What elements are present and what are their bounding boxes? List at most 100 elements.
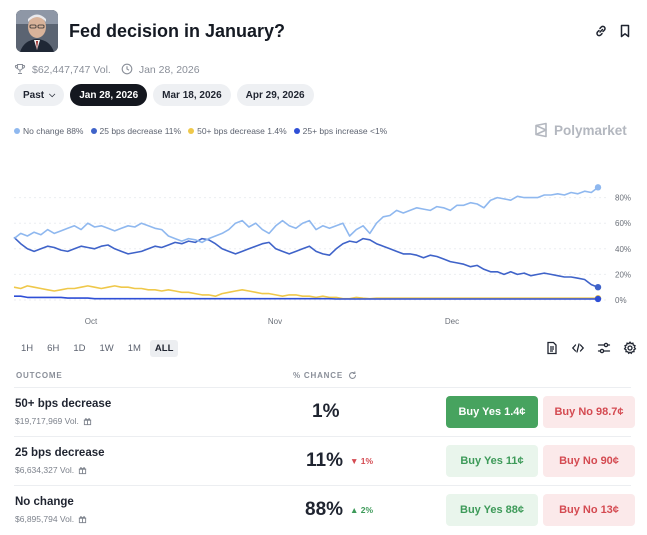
buy-no-price: 98.7¢ — [595, 406, 624, 418]
outcome-volume: $6,895,794 Vol. — [15, 514, 87, 524]
document-icon[interactable] — [545, 341, 559, 355]
outcome-chance: 11% — [306, 450, 343, 471]
chance-change-down: ▼ 1% — [350, 456, 373, 466]
code-icon[interactable] — [571, 341, 585, 355]
chance-change-value: 2% — [360, 505, 374, 515]
time-range-selector: 1H 6H 1D 1W 1M ALL — [16, 340, 179, 357]
buy-no-label: Buy No — [559, 455, 598, 467]
date-pill[interactable]: Jan 28, 2026 — [70, 84, 148, 106]
chance-change-value: 1% — [360, 456, 374, 466]
series-line-50-bps-decrease — [13, 285, 598, 300]
outcome-volume-text: $6,634,327 Vol. — [15, 465, 75, 475]
market-end-date: Jan 28, 2026 — [138, 64, 200, 76]
outcome-chance: 1% — [312, 401, 340, 422]
series-line-no-change — [13, 186, 599, 244]
range-1m[interactable]: 1M — [127, 343, 141, 354]
buy-no-price: 90¢ — [600, 455, 619, 467]
legend-label: No change 88% — [23, 126, 84, 136]
chevron-down-icon: ⌵ — [49, 90, 56, 99]
series-line-25-bps-decrease — [13, 236, 599, 288]
date-pill[interactable]: Apr 29, 2026 — [236, 84, 314, 106]
y-tick-label: 60% — [615, 219, 631, 228]
gift-icon — [78, 515, 87, 523]
past-dropdown[interactable]: Past ⌵ — [14, 84, 65, 106]
range-1h[interactable]: 1H — [21, 343, 34, 354]
buy-no-button[interactable]: Buy No 98.7¢ — [543, 396, 635, 428]
outcome-column-header: OUTCOME — [16, 371, 63, 380]
buy-no-button[interactable]: Buy No 13¢ — [543, 494, 635, 526]
link-icon[interactable] — [593, 23, 609, 39]
outcome-name: 50+ bps decrease — [15, 398, 112, 410]
clock-icon — [121, 63, 139, 78]
legend-label: 25+ bps increase <1% — [302, 126, 388, 136]
market-title: Fed decision in January? — [69, 21, 286, 41]
outcome-name: No change — [15, 496, 74, 508]
x-tick-label: Nov — [268, 317, 282, 326]
settings-icon[interactable] — [623, 341, 637, 355]
brand-name: Polymarket — [554, 122, 627, 138]
chart-legend: No change 88% 25 bps decrease 11% 50+ bp… — [14, 126, 387, 136]
range-1w[interactable]: 1W — [99, 343, 114, 354]
bookmark-icon[interactable] — [617, 23, 633, 39]
market-volume: $62,447,747 Vol. — [32, 64, 111, 76]
refresh-icon[interactable] — [348, 371, 357, 380]
buy-yes-label: Buy Yes — [458, 406, 502, 418]
legend-label: 50+ bps decrease 1.4% — [197, 126, 287, 136]
chance-column-header: % CHANCE — [293, 371, 357, 380]
series-endpoint — [594, 295, 602, 303]
buy-yes-price: 11¢ — [505, 455, 524, 467]
outcome-row: 50+ bps decrease $19,717,969 Vol. 1% Buy… — [14, 387, 635, 435]
y-tick-label: 40% — [615, 245, 631, 254]
x-tick-label: Dec — [445, 317, 459, 326]
outcome-volume: $19,717,969 Vol. — [15, 416, 92, 426]
buy-yes-button[interactable]: Buy Yes 1.4¢ — [446, 396, 538, 428]
legend-dot — [293, 128, 300, 134]
sliders-icon[interactable] — [597, 341, 611, 355]
legend-item: 25 bps decrease 11% — [90, 126, 182, 136]
buy-yes-button[interactable]: Buy Yes 88¢ — [446, 494, 538, 526]
outcome-volume: $6,634,327 Vol. — [15, 465, 87, 475]
buy-no-button[interactable]: Buy No 90¢ — [543, 445, 635, 477]
legend-label: 25 bps decrease 11% — [99, 126, 182, 136]
outcome-name: 25 bps decrease — [15, 447, 105, 459]
buy-yes-button[interactable]: Buy Yes 11¢ — [446, 445, 538, 477]
buy-no-label: Buy No — [559, 504, 598, 516]
market-meta: $62,447,747 Vol. Jan 28, 2026 — [14, 63, 200, 77]
chance-change-up: ▲ 2% — [350, 505, 373, 515]
outcome-row: 25 bps decrease $6,634,327 Vol. 11% ▼ 1%… — [14, 436, 635, 484]
outcome-volume-text: $6,895,794 Vol. — [15, 514, 75, 524]
price-history-chart: 80% 60% 40% 20% 0% Oct Nov Dec — [13, 184, 631, 326]
legend-dot — [90, 128, 97, 134]
range-1d[interactable]: 1D — [73, 343, 86, 354]
past-label: Past — [23, 89, 45, 101]
range-6h[interactable]: 6H — [47, 343, 60, 354]
trophy-icon — [14, 63, 32, 78]
chart-tools — [545, 341, 637, 355]
down-arrow-icon: ▼ — [350, 456, 359, 466]
legend-item: No change 88% — [14, 126, 84, 136]
chance-header-label: % CHANCE — [293, 371, 343, 380]
gift-icon — [83, 417, 91, 425]
buy-no-price: 13¢ — [600, 504, 619, 516]
series-endpoint — [594, 284, 602, 291]
polymarket-logo: Polymarket — [533, 122, 627, 138]
range-all[interactable]: ALL — [149, 340, 179, 357]
outcome-row: No change $6,895,794 Vol. 88% ▲ 2% Buy Y… — [14, 485, 635, 533]
legend-dot — [188, 128, 195, 134]
up-arrow-icon: ▲ — [350, 505, 359, 515]
legend-dot — [14, 128, 20, 134]
outcome-chance: 88% — [305, 499, 344, 520]
market-avatar — [16, 10, 58, 52]
y-tick-label: 80% — [615, 194, 631, 203]
date-selector: Past ⌵ Jan 28, 2026 Mar 18, 2026 Apr 29,… — [14, 84, 314, 106]
buy-yes-price: 1.4¢ — [504, 406, 526, 418]
market-header: Fed decision in January? — [16, 10, 631, 54]
date-pill[interactable]: Mar 18, 2026 — [153, 84, 231, 106]
legend-item: 25+ bps increase <1% — [293, 126, 388, 136]
buy-yes-label: Buy Yes — [460, 504, 503, 516]
buy-yes-label: Buy Yes — [460, 455, 503, 467]
outcome-table-header: OUTCOME % CHANCE — [16, 371, 631, 380]
gift-icon — [78, 466, 87, 474]
series-endpoint — [594, 184, 602, 191]
series-line-25-bps-increase — [14, 295, 598, 300]
